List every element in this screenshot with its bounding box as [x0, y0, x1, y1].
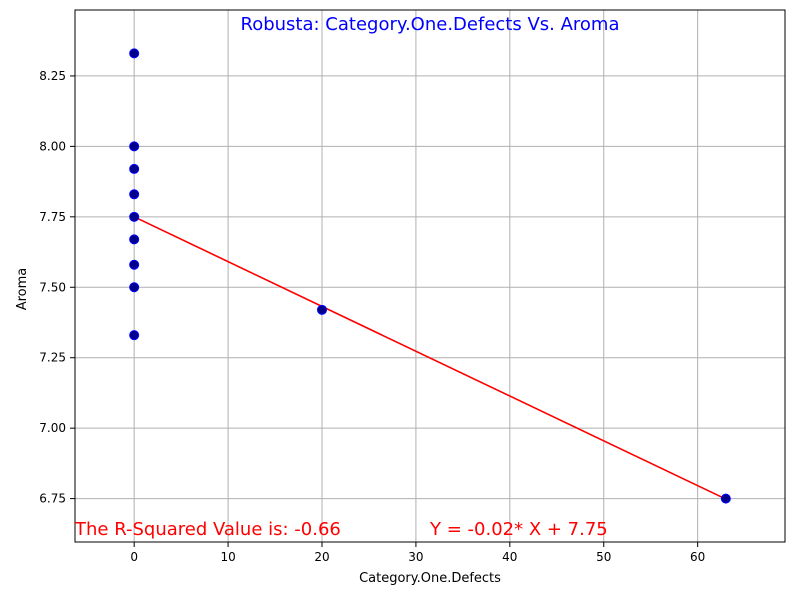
annotations: The R-Squared Value is: -0.66 Y = -0.02* …: [74, 519, 608, 540]
data-point: [129, 211, 140, 222]
y-tick-label: 7.50: [39, 280, 66, 294]
x-tick-label: 40: [502, 550, 517, 564]
x-tick-label: 50: [596, 550, 611, 564]
data-point: [316, 304, 327, 315]
y-tick-label: 7.00: [39, 421, 66, 435]
data-point: [129, 163, 140, 174]
y-tick-label: 8.25: [39, 69, 66, 83]
chart-title: Robusta: Category.One.Defects Vs. Aroma: [241, 14, 620, 35]
x-axis-ticks: 0 10 20 30 40 50 60: [130, 542, 705, 564]
data-point: [720, 493, 731, 504]
y-axis-ticks: 6.75 7.00 7.25 7.50 7.75 8.00 8.25: [39, 69, 75, 506]
data-points: [129, 48, 731, 504]
x-tick-label: 10: [220, 550, 235, 564]
y-tick-label: 7.75: [39, 210, 66, 224]
grid-lines: [75, 10, 785, 542]
x-tick-label: 60: [690, 550, 705, 564]
data-point: [129, 330, 140, 341]
y-tick-label: 8.00: [39, 139, 66, 153]
data-point: [129, 234, 140, 245]
y-tick-label: 6.75: [39, 492, 66, 506]
y-tick-label: 7.25: [39, 351, 66, 365]
data-point: [129, 259, 140, 270]
y-axis-label: Aroma: [15, 268, 30, 311]
annotation-text: Y = -0.02* X + 7.75: [429, 519, 608, 540]
data-point: [129, 282, 140, 293]
annotation-text: The R-Squared Value is: -0.66: [74, 519, 341, 540]
data-point: [129, 189, 140, 200]
x-axis-label: Category.One.Defects: [359, 571, 501, 586]
regression-line: [133, 216, 727, 500]
x-tick-label: 20: [314, 550, 329, 564]
data-point: [129, 48, 140, 59]
x-tick-label: 0: [130, 550, 138, 564]
x-tick-label: 30: [408, 550, 423, 564]
data-point: [129, 141, 140, 152]
plot-frame: [74, 9, 786, 543]
